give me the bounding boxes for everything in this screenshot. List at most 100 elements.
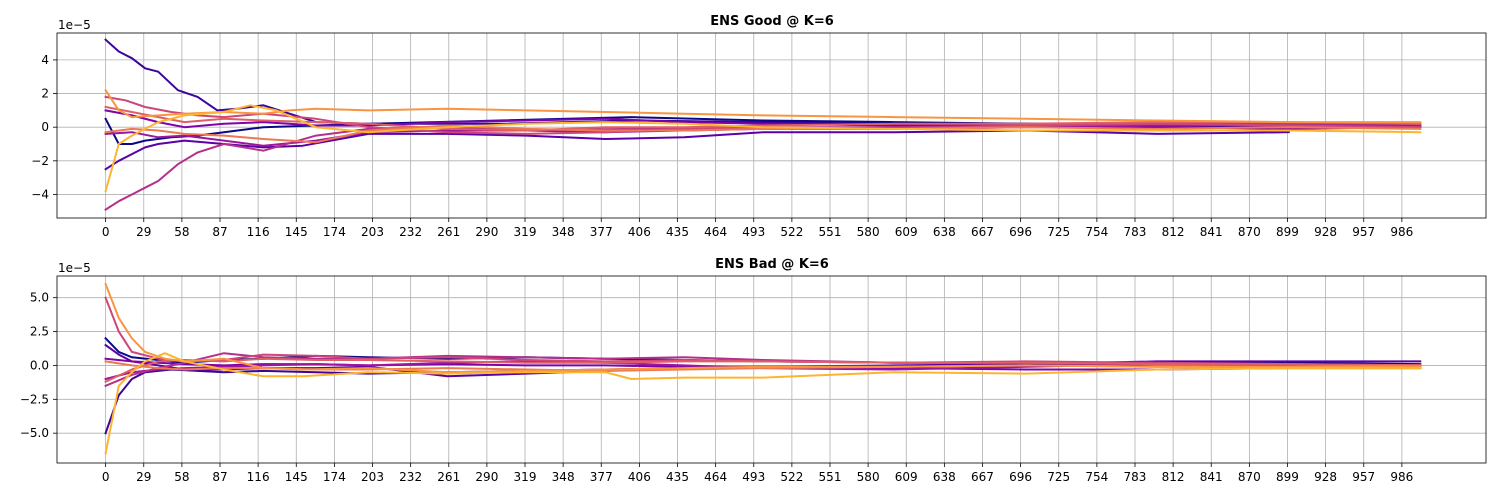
x-tick-label: 986 (1390, 225, 1413, 239)
x-tick-label: 406 (628, 470, 651, 484)
x-tick-label: 841 (1200, 470, 1223, 484)
x-tick-label: 435 (666, 225, 689, 239)
x-tick-label: 145 (285, 225, 308, 239)
series-line (104, 105, 1422, 132)
x-tick-label: 783 (1124, 470, 1147, 484)
x-tick-label: 870 (1238, 470, 1261, 484)
chart-title: ENS Good @ K=6 (710, 14, 834, 29)
x-axis: 0 29 58 87 116 145 174 203 232 261 290 319 348 377 406… (102, 218, 1413, 239)
x-tick-label: 232 (399, 470, 422, 484)
y-offset-text: 1e−5 (58, 261, 91, 275)
x-tick-label: 464 (704, 470, 727, 484)
x-tick-label: 58 (174, 225, 189, 239)
x-tick-label: 145 (285, 470, 308, 484)
y-axis: −4 −2 0 2 4 (31, 53, 57, 201)
series-line (104, 352, 1422, 455)
x-tick-label: 87 (212, 470, 227, 484)
x-tick-label: 899 (1276, 470, 1299, 484)
x-tick-label: 899 (1276, 225, 1299, 239)
x-tick-label: 609 (895, 225, 918, 239)
x-tick-label: 290 (475, 470, 498, 484)
series-group (104, 282, 1422, 455)
x-tick-label: 319 (514, 225, 537, 239)
x-tick-label: 319 (514, 470, 537, 484)
y-tick-label: 4 (41, 53, 49, 67)
series-line (104, 124, 1422, 144)
x-tick-label: 754 (1085, 225, 1108, 239)
series-line (104, 88, 1422, 124)
x-tick-label: 725 (1047, 470, 1070, 484)
y-tick-label: 5.0 (30, 291, 49, 305)
series-line (104, 343, 1422, 378)
x-tick-label: 0 (102, 470, 110, 484)
series-line (104, 104, 1422, 193)
series-line (104, 122, 1422, 211)
x-tick-label: 638 (933, 470, 956, 484)
y-tick-label: 0 (41, 120, 49, 134)
x-tick-label: 116 (247, 225, 270, 239)
chart-title: ENS Bad @ K=6 (715, 257, 829, 272)
series-line (104, 296, 1422, 367)
x-tick-label: 58 (174, 470, 189, 484)
x-tick-label: 203 (361, 470, 384, 484)
x-tick-label: 522 (780, 225, 803, 239)
x-tick-label: 725 (1047, 225, 1070, 239)
x-tick-label: 609 (895, 470, 918, 484)
x-tick-label: 348 (552, 470, 575, 484)
chart-panel-top: ENS Good @ K=6 1e−5 0 29 58 87 116 145 174 203 2… (31, 14, 1487, 239)
x-tick-label: 0 (102, 225, 110, 239)
x-tick-label: 377 (590, 225, 613, 239)
x-tick-label: 232 (399, 225, 422, 239)
x-tick-label: 435 (666, 470, 689, 484)
y-tick-label: 2 (41, 87, 49, 101)
x-tick-label: 493 (742, 225, 765, 239)
series-line (104, 282, 1422, 374)
series-line (104, 95, 1422, 135)
x-tick-label: 580 (857, 470, 880, 484)
y-tick-label: −2.5 (20, 392, 49, 406)
x-tick-label: 812 (1162, 470, 1185, 484)
x-tick-label: 464 (704, 225, 727, 239)
x-tick-label: 551 (819, 470, 842, 484)
x-tick-label: 957 (1352, 470, 1375, 484)
chart-panel-bottom: ENS Bad @ K=6 1e−5 0 29 58 87 116 145 174 203 23… (20, 257, 1487, 484)
y-tick-label: 0.0 (30, 358, 49, 372)
x-tick-label: 928 (1314, 225, 1337, 239)
x-tick-label: 522 (780, 470, 803, 484)
x-tick-label: 116 (247, 470, 270, 484)
x-tick-label: 87 (212, 225, 227, 239)
x-tick-label: 870 (1238, 225, 1261, 239)
plot-frame (56, 32, 1487, 219)
y-tick-label: −5.0 (20, 426, 49, 440)
y-tick-label: −2 (31, 154, 49, 168)
x-tick-label: 696 (1009, 470, 1032, 484)
x-tick-label: 29 (136, 470, 151, 484)
x-tick-label: 551 (819, 225, 842, 239)
series-line (104, 38, 1422, 127)
x-axis: 0 29 58 87 116 145 174 203 232 261 290 319 348 377 406… (102, 463, 1413, 484)
x-tick-label: 377 (590, 470, 613, 484)
x-tick-label: 348 (552, 225, 575, 239)
x-tick-label: 754 (1085, 470, 1108, 484)
x-tick-label: 928 (1314, 470, 1337, 484)
series-line (104, 129, 1290, 171)
grid (57, 276, 1486, 463)
x-tick-label: 957 (1352, 225, 1375, 239)
x-tick-label: 261 (437, 470, 460, 484)
x-tick-label: 667 (971, 225, 994, 239)
y-tick-label: 2.5 (30, 325, 49, 339)
y-axis: −5.0 −2.5 0.0 2.5 5.0 (20, 291, 57, 440)
x-tick-label: 174 (323, 470, 346, 484)
x-tick-label: 580 (857, 225, 880, 239)
x-tick-label: 29 (136, 225, 151, 239)
x-tick-label: 174 (323, 225, 346, 239)
x-tick-label: 406 (628, 225, 651, 239)
x-tick-label: 783 (1124, 225, 1147, 239)
plot-frame (56, 275, 1487, 464)
x-tick-label: 493 (742, 470, 765, 484)
y-tick-label: −4 (31, 187, 49, 201)
series-group (104, 38, 1422, 211)
y-offset-text: 1e−5 (58, 18, 91, 32)
x-tick-label: 667 (971, 470, 994, 484)
